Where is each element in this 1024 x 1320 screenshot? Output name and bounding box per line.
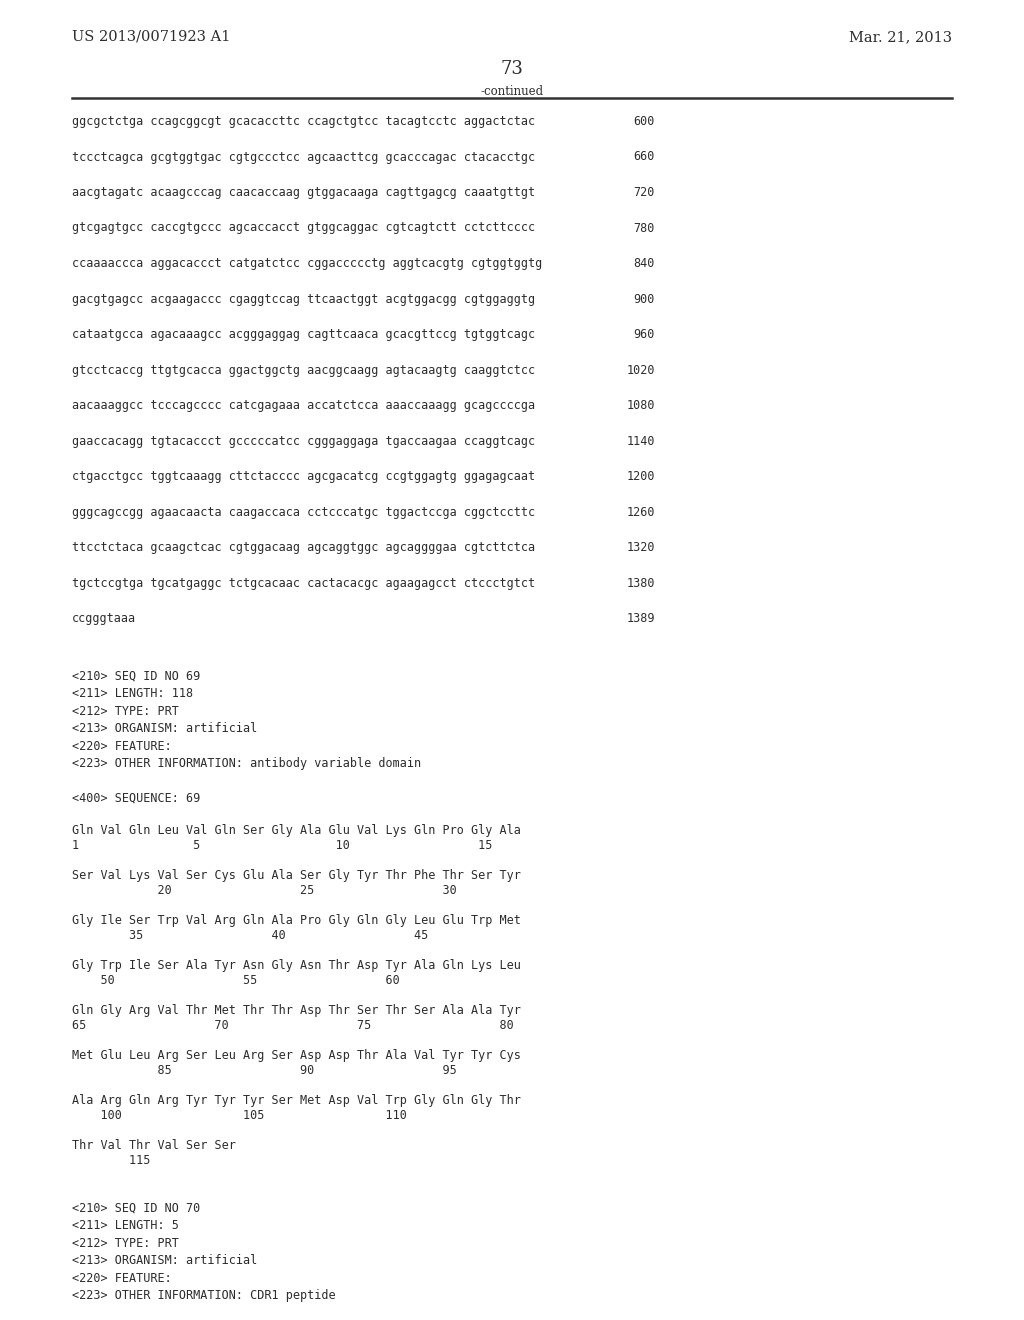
Text: 1140: 1140 [627, 434, 655, 447]
Text: 840: 840 [634, 257, 655, 271]
Text: tccctcagca gcgtggtgac cgtgccctcc agcaacttcg gcacccagac ctacacctgc: tccctcagca gcgtggtgac cgtgccctcc agcaact… [72, 150, 536, 164]
Text: 720: 720 [634, 186, 655, 199]
Text: <223> OTHER INFORMATION: CDR1 peptide: <223> OTHER INFORMATION: CDR1 peptide [72, 1290, 336, 1302]
Text: Gln Val Gln Leu Val Gln Ser Gly Ala Glu Val Lys Gln Pro Gly Ala: Gln Val Gln Leu Val Gln Ser Gly Ala Glu … [72, 824, 521, 837]
Text: 100                 105                 110: 100 105 110 [72, 1109, 407, 1122]
Text: gtcgagtgcc caccgtgccc agcaccacct gtggcaggac cgtcagtctt cctcttcccc: gtcgagtgcc caccgtgccc agcaccacct gtggcag… [72, 222, 536, 235]
Text: <213> ORGANISM: artificial: <213> ORGANISM: artificial [72, 722, 257, 735]
Text: 960: 960 [634, 327, 655, 341]
Text: Gly Ile Ser Trp Val Arg Gln Ala Pro Gly Gln Gly Leu Glu Trp Met: Gly Ile Ser Trp Val Arg Gln Ala Pro Gly … [72, 913, 521, 927]
Text: <210> SEQ ID NO 69: <210> SEQ ID NO 69 [72, 669, 201, 682]
Text: 115: 115 [72, 1154, 151, 1167]
Text: Thr Val Thr Val Ser Ser: Thr Val Thr Val Ser Ser [72, 1139, 236, 1151]
Text: 780: 780 [634, 222, 655, 235]
Text: gacgtgagcc acgaagaccc cgaggtccag ttcaactggt acgtggacgg cgtggaggtg: gacgtgagcc acgaagaccc cgaggtccag ttcaact… [72, 293, 536, 305]
Text: gggcagccgg agaacaacta caagaccaca cctcccatgc tggactccga cggctccttc: gggcagccgg agaacaacta caagaccaca cctccca… [72, 506, 536, 519]
Text: 1389: 1389 [627, 612, 655, 624]
Text: <223> OTHER INFORMATION: antibody variable domain: <223> OTHER INFORMATION: antibody variab… [72, 756, 421, 770]
Text: Gly Trp Ile Ser Ala Tyr Asn Gly Asn Thr Asp Tyr Ala Gln Lys Leu: Gly Trp Ile Ser Ala Tyr Asn Gly Asn Thr … [72, 958, 521, 972]
Text: 1260: 1260 [627, 506, 655, 519]
Text: gaaccacagg tgtacaccct gcccccatcc cgggaggaga tgaccaagaa ccaggtcagc: gaaccacagg tgtacaccct gcccccatcc cgggagg… [72, 434, 536, 447]
Text: 73: 73 [501, 59, 523, 78]
Text: aacaaaggcc tcccagcccc catcgagaaa accatctcca aaaccaaagg gcagccccga: aacaaaggcc tcccagcccc catcgagaaa accatct… [72, 399, 536, 412]
Text: cataatgcca agacaaagcc acgggaggag cagttcaaca gcacgttccg tgtggtcagc: cataatgcca agacaaagcc acgggaggag cagttca… [72, 327, 536, 341]
Text: Mar. 21, 2013: Mar. 21, 2013 [849, 30, 952, 44]
Text: <213> ORGANISM: artificial: <213> ORGANISM: artificial [72, 1254, 257, 1267]
Text: <211> LENGTH: 118: <211> LENGTH: 118 [72, 686, 194, 700]
Text: 85                  90                  95: 85 90 95 [72, 1064, 457, 1077]
Text: <400> SEQUENCE: 69: <400> SEQUENCE: 69 [72, 792, 201, 804]
Text: <212> TYPE: PRT: <212> TYPE: PRT [72, 705, 179, 718]
Text: ttcctctaca gcaagctcac cgtggacaag agcaggtggc agcaggggaa cgtcttctca: ttcctctaca gcaagctcac cgtggacaag agcaggt… [72, 541, 536, 554]
Text: <220> FEATURE:: <220> FEATURE: [72, 739, 172, 752]
Text: 1200: 1200 [627, 470, 655, 483]
Text: Met Glu Leu Arg Ser Leu Arg Ser Asp Asp Thr Ala Val Tyr Tyr Cys: Met Glu Leu Arg Ser Leu Arg Ser Asp Asp … [72, 1048, 521, 1061]
Text: ccgggtaaa: ccgggtaaa [72, 612, 136, 624]
Text: aacgtagatc acaagcccag caacaccaag gtggacaaga cagttgagcg caaatgttgt: aacgtagatc acaagcccag caacaccaag gtggaca… [72, 186, 536, 199]
Text: ctgacctgcc tggtcaaagg cttctacccc agcgacatcg ccgtggagtg ggagagcaat: ctgacctgcc tggtcaaagg cttctacccc agcgaca… [72, 470, 536, 483]
Text: 1080: 1080 [627, 399, 655, 412]
Text: 600: 600 [634, 115, 655, 128]
Text: gtcctcaccg ttgtgcacca ggactggctg aacggcaagg agtacaagtg caaggtctcc: gtcctcaccg ttgtgcacca ggactggctg aacggca… [72, 363, 536, 376]
Text: <211> LENGTH: 5: <211> LENGTH: 5 [72, 1218, 179, 1232]
Text: <212> TYPE: PRT: <212> TYPE: PRT [72, 1237, 179, 1250]
Text: ccaaaaccca aggacaccct catgatctcc cggaccccctg aggtcacgtg cgtggtggtg: ccaaaaccca aggacaccct catgatctcc cggaccc… [72, 257, 543, 271]
Text: 1                5                   10                  15: 1 5 10 15 [72, 840, 493, 851]
Text: <210> SEQ ID NO 70: <210> SEQ ID NO 70 [72, 1201, 201, 1214]
Text: 20                  25                  30: 20 25 30 [72, 884, 457, 898]
Text: 900: 900 [634, 293, 655, 305]
Text: <220> FEATURE:: <220> FEATURE: [72, 1271, 172, 1284]
Text: tgctccgtga tgcatgaggc tctgcacaac cactacacgc agaagagcct ctccctgtct: tgctccgtga tgcatgaggc tctgcacaac cactaca… [72, 577, 536, 590]
Text: 660: 660 [634, 150, 655, 164]
Text: 1020: 1020 [627, 363, 655, 376]
Text: 50                  55                  60: 50 55 60 [72, 974, 399, 987]
Text: Ala Arg Gln Arg Tyr Tyr Tyr Ser Met Asp Val Trp Gly Gln Gly Thr: Ala Arg Gln Arg Tyr Tyr Tyr Ser Met Asp … [72, 1093, 521, 1106]
Text: Ser Val Lys Val Ser Cys Glu Ala Ser Gly Tyr Thr Phe Thr Ser Tyr: Ser Val Lys Val Ser Cys Glu Ala Ser Gly … [72, 869, 521, 882]
Text: 1380: 1380 [627, 577, 655, 590]
Text: 65                  70                  75                  80: 65 70 75 80 [72, 1019, 514, 1032]
Text: ggcgctctga ccagcggcgt gcacaccttc ccagctgtcc tacagtcctc aggactctac: ggcgctctga ccagcggcgt gcacaccttc ccagctg… [72, 115, 536, 128]
Text: -continued: -continued [480, 84, 544, 98]
Text: Gln Gly Arg Val Thr Met Thr Thr Asp Thr Ser Thr Ser Ala Ala Tyr: Gln Gly Arg Val Thr Met Thr Thr Asp Thr … [72, 1003, 521, 1016]
Text: 1320: 1320 [627, 541, 655, 554]
Text: 35                  40                  45: 35 40 45 [72, 929, 428, 942]
Text: US 2013/0071923 A1: US 2013/0071923 A1 [72, 30, 230, 44]
